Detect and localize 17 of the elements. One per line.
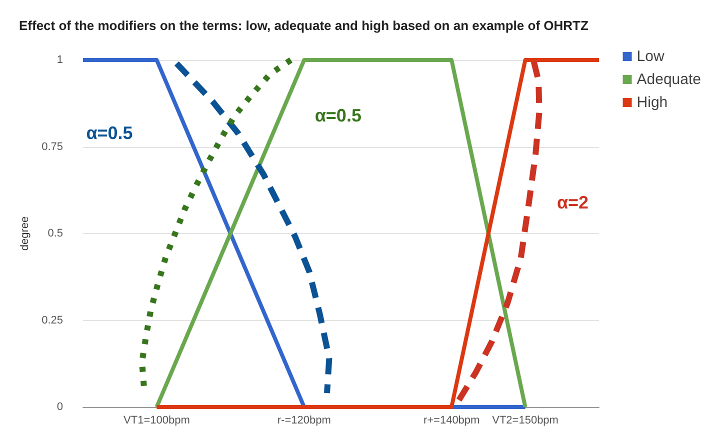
y-tick-label: 0 xyxy=(56,401,63,413)
x-tick-label: r-=120bpm xyxy=(277,414,331,426)
legend-label: High xyxy=(636,94,668,111)
x-tick-label: VT1=100bpm xyxy=(124,414,190,426)
text: α=0.5 xyxy=(314,106,362,126)
x-tick-label: VT2=150bpm xyxy=(492,414,558,426)
x-tick-label: r+=140bpm xyxy=(423,414,480,426)
y-tick-label: 0.25 xyxy=(42,314,63,326)
y-axis-title: degree xyxy=(19,216,32,251)
series-label: α=2 xyxy=(556,192,589,212)
y-tick-label: 1 xyxy=(56,54,63,66)
y-tick-label: 0.5 xyxy=(48,228,63,240)
legend-label: Low xyxy=(636,48,664,65)
text: α=0.5 xyxy=(86,122,133,143)
y-tick-label: 0.75 xyxy=(42,140,63,153)
chart-title: Effect of the modifiers on the terms: low, adequate and high based on an example of OHRTZ xyxy=(19,18,588,33)
legend-label: Adequate xyxy=(636,71,702,88)
